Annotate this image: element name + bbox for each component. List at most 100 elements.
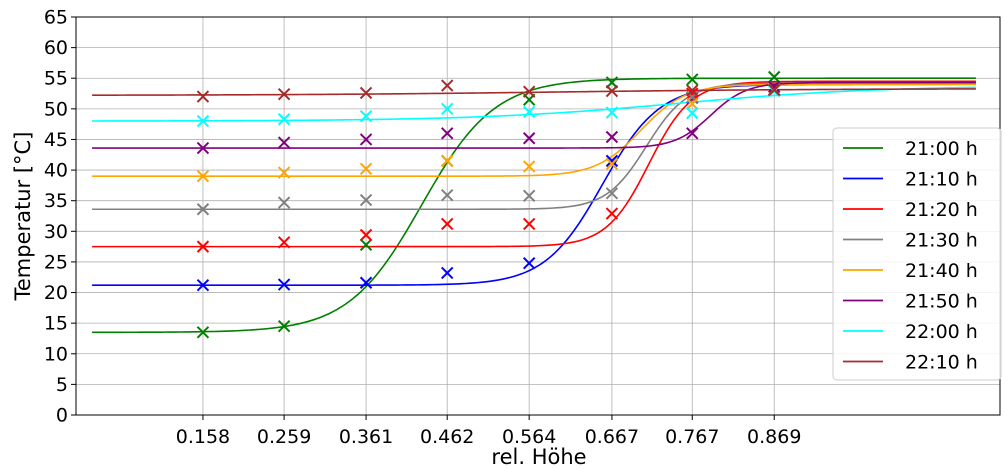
data-point — [605, 106, 619, 119]
data-point — [605, 130, 619, 144]
y-tick-label: 50 — [44, 98, 68, 120]
legend-entry: 21:50 h — [843, 291, 978, 313]
data-point — [196, 278, 210, 292]
data-point — [522, 160, 536, 173]
legend-label: 21:50 h — [905, 291, 978, 313]
fit-curve-22:10 h — [92, 88, 976, 96]
fit-curve-21:00 h — [92, 77, 976, 334]
data-point — [686, 97, 699, 111]
data-point — [768, 80, 781, 94]
data-point — [605, 187, 619, 200]
x-tick-label: 0.158 — [176, 426, 230, 448]
data-point — [440, 217, 454, 231]
y-tick-label: 20 — [44, 282, 68, 304]
y-tick-label: 40 — [44, 160, 68, 182]
data-point — [522, 132, 536, 145]
data-point — [440, 188, 454, 202]
data-point — [522, 105, 536, 119]
data-point — [277, 136, 291, 149]
data-point — [686, 73, 699, 86]
data-point — [359, 193, 373, 207]
data-point — [605, 154, 619, 168]
data-point — [522, 217, 536, 231]
data-point — [277, 196, 291, 209]
y-tick-label: 55 — [44, 68, 68, 90]
y-tick-label: 30 — [44, 221, 68, 243]
fit-curve-21:50 h — [92, 81, 976, 149]
data-point — [196, 90, 210, 103]
x-axis-label: rel. Höhe — [491, 445, 586, 469]
x-tick-label: 0.361 — [339, 426, 393, 448]
legend-label: 21:40 h — [905, 260, 978, 282]
x-tick-label: 0.767 — [665, 426, 719, 448]
data-point — [440, 266, 454, 280]
legend-entry: 21:40 h — [843, 260, 978, 282]
legend-label: 21:20 h — [905, 199, 978, 221]
y-tick-label: 15 — [44, 313, 68, 335]
data-point — [686, 84, 699, 97]
data-point — [359, 86, 373, 100]
data-point — [359, 238, 373, 251]
data-point — [277, 236, 291, 249]
data-point — [359, 276, 373, 289]
data-point — [196, 203, 210, 216]
data-point — [277, 278, 291, 291]
legend-label: 21:30 h — [905, 230, 978, 252]
data-point — [605, 207, 619, 220]
legend-entry: 22:10 h — [843, 352, 978, 374]
y-tick-label: 10 — [44, 343, 68, 365]
data-point — [196, 169, 210, 183]
x-tick-label: 0.462 — [420, 426, 474, 448]
data-point — [686, 106, 699, 120]
legend-label: 22:10 h — [905, 352, 978, 374]
legend: 21:00 h 21:10 h 21:20 h 21:30 h 21:40 h 21:50… — [832, 127, 1002, 381]
data-markers — [196, 70, 781, 339]
data-point — [768, 70, 781, 84]
legend-entry: 21:30 h — [843, 230, 978, 252]
x-tick-label: 0.667 — [585, 426, 639, 448]
data-point — [196, 114, 210, 128]
y-tick-label: 35 — [44, 190, 68, 212]
data-point — [277, 166, 291, 179]
y-tick-label: 5 — [56, 374, 68, 396]
data-point — [522, 189, 536, 203]
data-point — [686, 127, 699, 140]
x-tick-label: 0.259 — [257, 426, 311, 448]
y-tick-label: 45 — [44, 129, 68, 151]
data-point — [440, 154, 454, 168]
data-point — [277, 320, 291, 333]
x-tick-label: 0.564 — [502, 426, 556, 448]
fit-curve-22:00 h — [92, 86, 976, 122]
legend-entry: 21:00 h — [843, 138, 978, 160]
y-tick-label: 25 — [44, 251, 68, 273]
legend-entry: 21:20 h — [843, 199, 978, 221]
legend-label: 21:10 h — [905, 169, 978, 191]
fit-curve-21:20 h — [92, 80, 976, 248]
data-point — [605, 84, 619, 98]
data-point — [605, 157, 619, 171]
fit-curves — [92, 77, 976, 334]
legend-label: 22:00 h — [905, 321, 978, 343]
data-point — [768, 83, 781, 97]
y-axis-label: Temperatur [°C] — [11, 132, 35, 302]
data-point — [522, 256, 536, 270]
x-tick-label: 0.869 — [747, 426, 801, 448]
data-point — [359, 162, 373, 176]
legend-box — [832, 127, 1002, 381]
data-point — [686, 87, 699, 100]
legend-entry: 21:10 h — [843, 169, 978, 191]
data-point — [196, 240, 210, 253]
data-point — [440, 127, 454, 140]
data-point — [196, 326, 210, 339]
legend-entry: 22:00 h — [843, 321, 978, 343]
data-point — [440, 79, 454, 92]
data-point — [359, 133, 373, 146]
fit-curve-21:40 h — [92, 83, 976, 177]
data-point — [522, 85, 536, 98]
y-tick-label: 60 — [44, 37, 68, 59]
data-point — [359, 228, 373, 242]
legend-label: 21:00 h — [905, 138, 978, 160]
data-point — [440, 102, 454, 116]
data-point — [196, 141, 210, 155]
